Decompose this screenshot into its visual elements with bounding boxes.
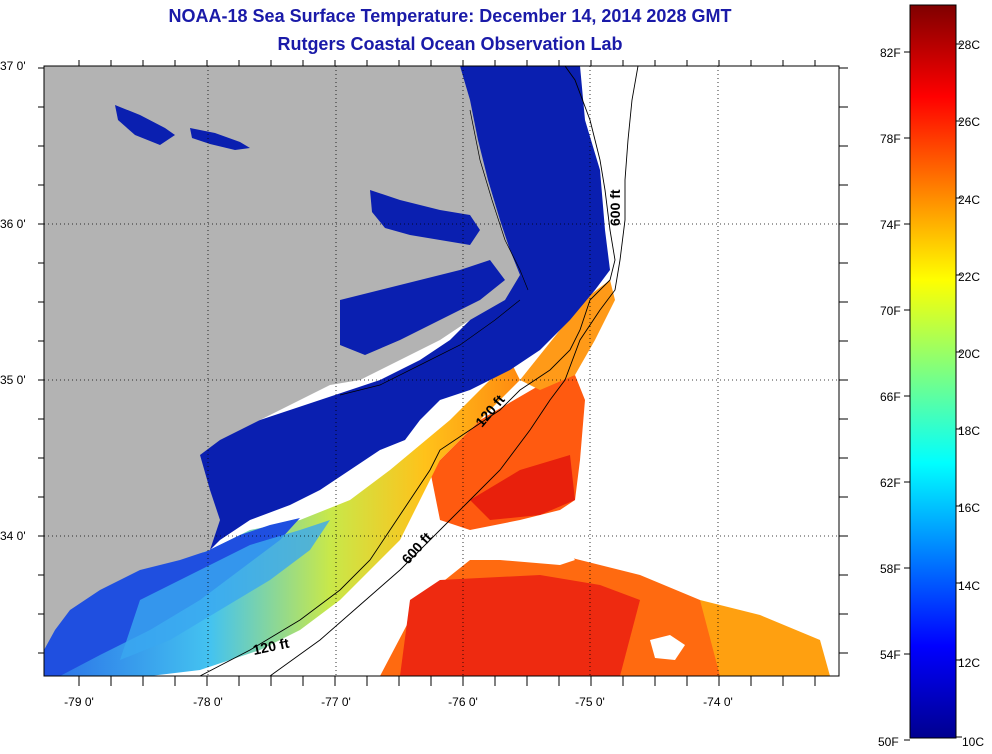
cloud-gap-2	[650, 635, 685, 660]
pamlico-sound	[340, 260, 505, 355]
barrier-islands	[339, 109, 529, 396]
colorbar-c-18: 18C	[958, 424, 980, 438]
colorbar-c-10: 10C	[962, 735, 984, 749]
colorbar-c-28: 28C	[958, 38, 980, 52]
warm-shelf-north	[520, 280, 615, 390]
lon-label-76: -76 0'	[448, 695, 478, 709]
gulf-stream-core-north	[470, 455, 575, 520]
warm-edge-east	[700, 600, 830, 676]
map-title: NOAA-18 Sea Surface Temperature: Decembe…	[168, 6, 732, 26]
lat-label-37: 37 0'	[0, 59, 26, 73]
lon-label-78: -78 0'	[193, 695, 223, 709]
isobath-label-600ft-north: 600 ft	[607, 189, 623, 226]
cloud-gap	[360, 555, 430, 600]
colorbar-c-20: 20C	[958, 347, 980, 361]
plot-frame	[43, 65, 840, 677]
colorbar-f-74: 74F	[880, 218, 901, 232]
colorbar-c-24: 24C	[958, 193, 980, 207]
albemarle-sound	[370, 190, 480, 245]
colorbar-f-62: 62F	[880, 476, 901, 490]
gulf-stream-core	[400, 575, 640, 676]
axis-ticks	[38, 60, 848, 686]
isobath-120ft	[199, 66, 616, 676]
isobath-label-120ft-south: 120 ft	[251, 635, 290, 658]
light-blue-water	[120, 520, 330, 660]
lon-label-75: -75 0'	[575, 695, 605, 709]
map-subtitle: Rutgers Coastal Ocean Observation Lab	[277, 34, 623, 54]
colorbar-c-26: 26C	[958, 115, 980, 129]
lat-label-35: 35 0'	[0, 373, 26, 387]
colorbar-f-66: 66F	[880, 390, 901, 404]
lat-label-36: 36 0'	[0, 217, 26, 231]
colorbar-c-14: 14C	[958, 579, 980, 593]
chesapeake-inlet	[115, 105, 175, 145]
colorbar	[909, 4, 957, 739]
colorbar-f-50: 50F	[878, 735, 899, 749]
colorbar-f-78: 78F	[880, 132, 901, 146]
colorbar-f-58: 58F	[880, 562, 901, 576]
colorbar-c-22: 22C	[958, 270, 980, 284]
colorbar-c-16: 16C	[958, 501, 980, 515]
colorbar-ticks	[904, 43, 962, 741]
cloud-gap-3	[445, 530, 575, 565]
map-plot-area: 120 ft 120 ft 600 ft 600 ft	[44, 66, 839, 676]
graticule	[44, 66, 839, 676]
colorbar-c-12: 12C	[958, 656, 980, 670]
lon-label-79: -79 0'	[64, 695, 94, 709]
colorbar-f-54: 54F	[880, 648, 901, 662]
colorbar-f-70: 70F	[880, 304, 901, 318]
lon-label-74: -74 0'	[703, 695, 733, 709]
river-channel	[190, 128, 250, 150]
lon-label-77: -77 0'	[321, 695, 351, 709]
colorbar-f-82: 82F	[880, 46, 901, 60]
lat-label-34: 34 0'	[0, 529, 26, 543]
